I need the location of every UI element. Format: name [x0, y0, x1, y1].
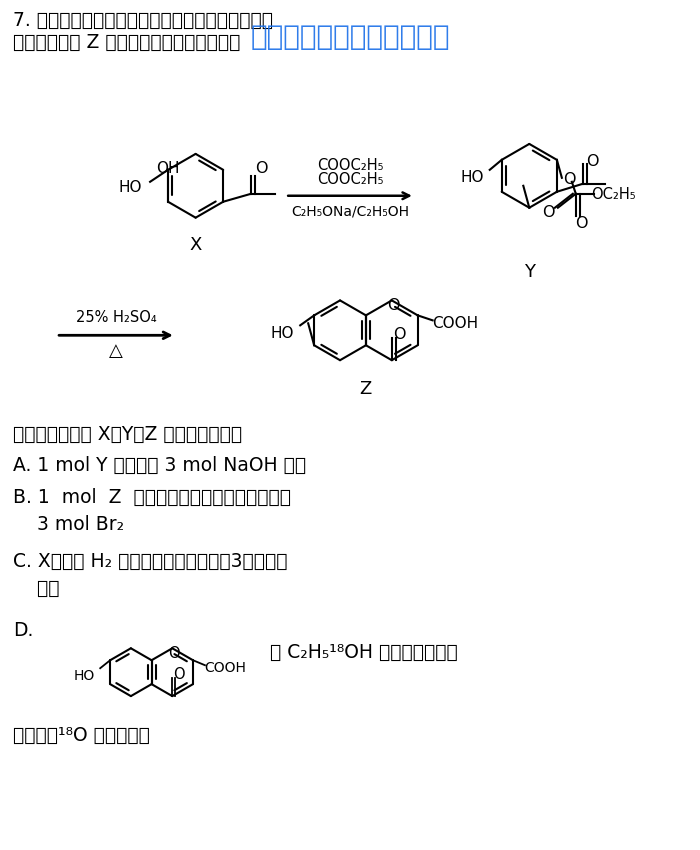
Text: COOC₂H₅: COOC₂H₅	[316, 173, 384, 187]
Text: O: O	[542, 205, 554, 220]
Text: X: X	[190, 235, 202, 253]
Text: 示踪原子¹⁸O 在产物水中: 示踪原子¹⁸O 在产物水中	[13, 726, 151, 745]
Text: A. 1 mol Y 最多能与 3 mol NaOH 反应: A. 1 mol Y 最多能与 3 mol NaOH 反应	[13, 456, 307, 475]
Text: HO: HO	[74, 669, 95, 683]
Text: O: O	[587, 155, 599, 169]
Text: 黄酮类化合物 Z 的部分合成路线如图所示：: 黄酮类化合物 Z 的部分合成路线如图所示：	[13, 33, 241, 53]
Text: HO: HO	[118, 180, 142, 196]
Text: D.: D.	[13, 621, 34, 640]
Text: C₂H₅ONa/C₂H₅OH: C₂H₅ONa/C₂H₅OH	[291, 205, 409, 218]
Text: HO: HO	[460, 170, 484, 185]
Text: OH: OH	[156, 162, 180, 176]
Text: Y: Y	[524, 263, 535, 280]
Text: O: O	[388, 298, 400, 313]
Text: COOH: COOH	[433, 316, 479, 331]
Text: △: △	[109, 343, 123, 360]
Text: 原子: 原子	[13, 579, 60, 598]
Text: O: O	[393, 326, 406, 342]
Text: COOC₂H₅: COOC₂H₅	[316, 158, 384, 173]
Text: OC₂H₅: OC₂H₅	[592, 187, 636, 202]
Text: 微信公众号关注：趣找答案: 微信公众号关注：趣找答案	[251, 23, 449, 51]
Text: O: O	[255, 162, 267, 176]
Text: 25% H₂SO₄: 25% H₂SO₄	[76, 310, 156, 325]
Text: B. 1  mol  Z  与浓溴水发生反应，最多能消耗: B. 1 mol Z 与浓溴水发生反应，最多能消耗	[13, 488, 291, 507]
Text: 7. 异黄酮类化合物是药用植物的有效成分之一。异: 7. 异黄酮类化合物是药用植物的有效成分之一。异	[13, 11, 273, 31]
Text: C. X与足量 H₂ 反应后的产物分子中有3个手性碗: C. X与足量 H₂ 反应后的产物分子中有3个手性碗	[13, 552, 288, 570]
Text: Z: Z	[359, 380, 371, 398]
Text: HO: HO	[270, 326, 294, 341]
Text: O: O	[564, 173, 576, 187]
Text: 与 C₂H₅¹⁸OH 发生酵化反应，: 与 C₂H₅¹⁸OH 发生酵化反应，	[270, 643, 458, 662]
Text: COOH: COOH	[204, 661, 246, 675]
Text: O: O	[174, 666, 185, 682]
Text: O: O	[169, 646, 180, 660]
Text: O: O	[575, 216, 588, 231]
Text: 3 mol Br₂: 3 mol Br₂	[13, 515, 125, 534]
Text: 下列有关化合物 X、Y、Z 的说法正确的是: 下列有关化合物 X、Y、Z 的说法正确的是	[13, 425, 242, 444]
